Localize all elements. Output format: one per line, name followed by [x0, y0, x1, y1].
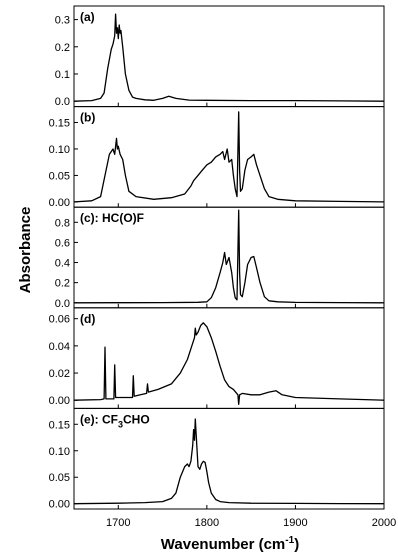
- y-tick-label: 0.10: [49, 144, 70, 156]
- panel-label-main: (b): [80, 111, 95, 125]
- x-tick-label: 2000: [372, 517, 396, 529]
- panel-frame: [73, 5, 385, 108]
- y-tick-label: 0.06: [49, 314, 70, 326]
- panel-label-main: (d): [80, 312, 95, 326]
- x-tick-label: 1800: [195, 517, 219, 529]
- x-tick-label: 1900: [283, 517, 307, 529]
- y-tick-label: 0.02: [49, 368, 70, 380]
- y-tick-label: 0.04: [49, 341, 70, 353]
- x-axis-label-main: Wavenumber (cm: [161, 536, 285, 553]
- y-tick-label: 0.0: [55, 96, 70, 108]
- y-tick-label: 0.10: [49, 446, 70, 458]
- y-tick-label: 0.2: [55, 42, 70, 54]
- panel-2: 0.00 0.05 0.10 0.15 (b): [49, 106, 385, 209]
- y-tick-label: 0.05: [49, 472, 70, 484]
- panel-label: (a): [80, 10, 95, 24]
- y-axis-label: Absorbance: [17, 207, 34, 294]
- y-tick-label: 0.3: [55, 15, 70, 27]
- y-tick-label: 0.2: [55, 278, 70, 290]
- y-tick-label: 0.4: [55, 258, 70, 270]
- spectrum-trace-4: [73, 322, 385, 405]
- y-tick-label: 0.00: [49, 499, 70, 511]
- x-tick-label: 1700: [106, 517, 130, 529]
- spectrum-trace-2: [73, 111, 385, 203]
- x-axis-label-superscript: -1: [285, 535, 294, 546]
- panel-4: 0.00 0.02 0.04 0.06 (d): [49, 307, 385, 409]
- panel-frame: [73, 407, 385, 510]
- spectrum-trace-5: [73, 418, 385, 505]
- y-tick-label: 0.6: [55, 237, 70, 249]
- y-tick-label: 0.00: [49, 395, 70, 407]
- panel-label-subscript: 3: [118, 419, 123, 429]
- y-tick-label: 0.15: [49, 419, 70, 431]
- panel-label-main: (c): HC(O)F: [80, 211, 144, 225]
- panel-label-main: (a): [80, 10, 95, 24]
- panel-label: (b): [80, 111, 95, 125]
- y-tick-label: 0.15: [49, 117, 70, 129]
- y-tick-label: 0.05: [49, 170, 70, 182]
- y-tick-label: 0.8: [55, 217, 70, 229]
- y-tick-label: 0.0: [55, 298, 70, 310]
- panel-label-end: CHO: [123, 412, 150, 426]
- panels: 0.0 0.1 0.2 0.3 (a) 0.00 0.05 0.10 0.15 (b) 0.0 0.2…: [49, 5, 396, 529]
- panel-frame: [73, 307, 385, 409]
- panel-label: (d): [80, 312, 95, 326]
- panel-frame: [73, 106, 385, 208]
- x-axis-label: Wavenumber (cm-1): [161, 535, 299, 553]
- panel-3: 0.0 0.2 0.4 0.6 0.8 (c): HC(O)F: [55, 206, 385, 310]
- spectrum-trace-1: [73, 13, 385, 102]
- y-tick-label: 0.00: [49, 197, 70, 209]
- panel-label-main: (e): CF: [80, 412, 118, 426]
- panel-label: (e): CF3CHO: [80, 412, 150, 429]
- x-axis-label-end: ): [294, 536, 299, 553]
- spectrum-trace-3: [73, 209, 385, 304]
- panel-5: 0.00 0.05 0.10 0.15 (e): CF3CHO: [49, 407, 385, 511]
- panel-1: 0.0 0.1 0.2 0.3 (a): [55, 5, 385, 108]
- panel-label: (c): HC(O)F: [80, 211, 144, 225]
- y-tick-label: 0.1: [55, 69, 70, 81]
